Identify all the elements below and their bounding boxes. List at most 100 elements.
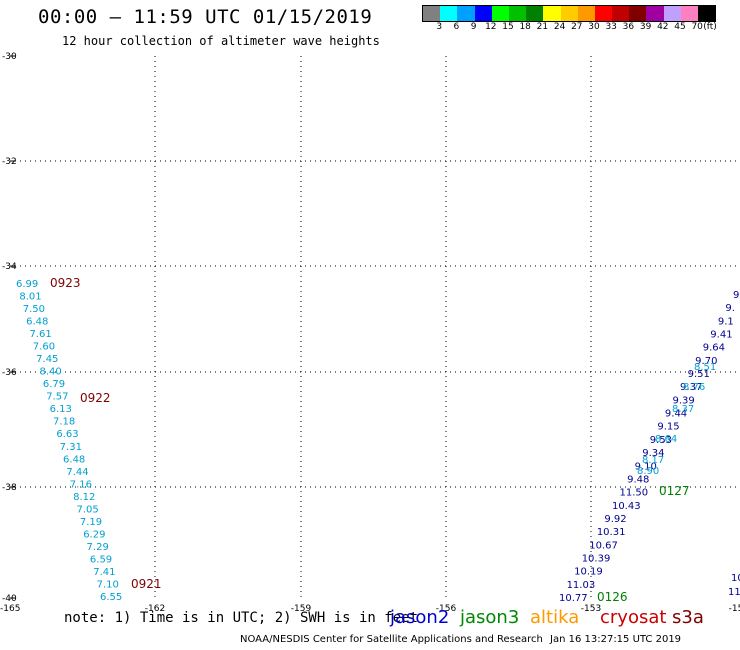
- legend-label: 6: [453, 22, 460, 32]
- satellite-label: altika: [530, 607, 580, 628]
- legend-label: 15: [502, 22, 514, 32]
- legend-swatch: [423, 6, 441, 21]
- latitude-tick-label: -30: [2, 52, 17, 62]
- wave-height-label: 9.37: [680, 382, 702, 393]
- legend-swatch: [612, 6, 630, 21]
- legend-swatch: [543, 6, 561, 21]
- legend-label: 21: [536, 22, 549, 32]
- wave-height-label: 9: [733, 290, 739, 301]
- satellite-label: jason3: [460, 607, 520, 628]
- legend-label: 18: [519, 22, 531, 32]
- wave-height-label: 7.18: [53, 417, 75, 428]
- wave-height-label: 7.45: [36, 354, 58, 365]
- legend-swatch: [646, 6, 664, 21]
- wave-height-label: 8.37: [672, 404, 694, 415]
- pass-time-label: 0921: [131, 577, 162, 591]
- pass-time-label: 0922: [80, 391, 111, 405]
- wave-height-label: 9.41: [710, 330, 732, 341]
- wave-height-label: 6.48: [63, 454, 85, 465]
- longitude-tick-label: -156: [436, 604, 457, 614]
- legend-label: 30: [588, 22, 600, 32]
- wave-height-label: 9.64: [703, 343, 725, 354]
- legend-unit: (ft): [703, 22, 717, 32]
- wave-height-label: 7.31: [60, 442, 82, 453]
- wave-height-label: 7.10: [97, 579, 119, 590]
- legend-swatch: [560, 6, 578, 21]
- wave-height-label: 10.19: [574, 567, 603, 578]
- wave-height-label: 7.05: [76, 504, 98, 515]
- longitude-tick-label: -153: [581, 604, 601, 614]
- page-title: 00:00 – 11:59 UTC 01/15/2019: [38, 6, 373, 28]
- wave-height-label: 6.79: [43, 379, 65, 390]
- legend-label: 42: [657, 22, 669, 32]
- wave-height-label: 9.92: [604, 514, 626, 525]
- legend-swatch: [594, 6, 613, 21]
- latitude-tick-label: -34: [2, 262, 17, 272]
- pass-time-label: 0127: [659, 484, 690, 498]
- page-subtitle: 12 hour collection of altimeter wave hei…: [62, 34, 380, 48]
- wave-height-label: 6.63: [56, 429, 78, 440]
- legend-label: 39: [639, 22, 652, 32]
- legend-label: 33: [605, 22, 617, 32]
- legend-swatch: [508, 6, 527, 21]
- generated-timestamp: Jan 16 13:27:15 UTC 2019: [550, 634, 682, 645]
- wave-height-label: 7.50: [23, 304, 45, 315]
- wave-height-label: 9.70: [695, 356, 717, 367]
- longitude-tick-label: -15: [729, 604, 740, 614]
- wave-height-label: 9.34: [642, 448, 664, 459]
- legend-swatch: [491, 6, 509, 21]
- legend-swatch: [680, 6, 698, 21]
- wave-height-label: 6.29: [83, 529, 105, 540]
- wave-height-label: 8.90: [637, 466, 659, 477]
- legend-swatch: [629, 6, 647, 21]
- wave-height-label: 8.01: [19, 292, 41, 303]
- satellite-label: s3a: [672, 607, 704, 628]
- wave-height-label: 7.16: [70, 479, 92, 490]
- wave-height-label: 10.77: [559, 593, 588, 604]
- wave-height-label: 9.: [725, 303, 735, 314]
- wave-height-label: 6.59: [90, 554, 112, 565]
- wave-height-label: 8.51: [694, 362, 716, 373]
- wave-height-label: 10.39: [582, 553, 611, 564]
- latitude-tick-label: -40: [2, 594, 17, 604]
- wave-height-label: 8.17: [642, 455, 664, 466]
- wave-height-label: 10.43: [612, 501, 641, 512]
- longitude-tick-label: -159: [291, 604, 312, 614]
- wave-height-label: 9.48: [627, 474, 649, 485]
- latitude-tick-label: -36: [2, 368, 17, 378]
- satellite-label: cryosat: [600, 607, 667, 628]
- wave-height-label: 7.61: [29, 329, 51, 340]
- wave-height-label: 10.67: [589, 540, 618, 551]
- wave-height-label: 9.10: [635, 461, 657, 472]
- wave-height-label: 7.19: [80, 517, 102, 528]
- longitude-tick-label: -162: [145, 604, 165, 614]
- wave-height-label: 9.1: [718, 316, 734, 327]
- pass-time-label: 0126: [597, 590, 628, 604]
- wave-height-label: 9.44: [665, 409, 687, 420]
- wave-height-label: 11.03: [567, 580, 596, 591]
- color-legend: [422, 5, 717, 22]
- legend-label: 12: [485, 22, 497, 32]
- latitude-tick-label: -32: [2, 157, 17, 167]
- legend-swatch: [440, 6, 458, 21]
- wave-height-label: 6.99: [16, 279, 38, 290]
- satellite-label: jason2: [390, 607, 450, 628]
- legend-label: 36: [622, 22, 635, 32]
- legend-label: 70: [691, 22, 703, 32]
- wave-height-label: 10.31: [597, 527, 626, 538]
- wave-height-label: 6.48: [26, 317, 48, 328]
- wave-height-label: 8.76: [683, 382, 705, 393]
- legend-label: 9: [470, 22, 477, 32]
- legend-swatch: [474, 6, 492, 21]
- legend-label: 24: [553, 22, 566, 32]
- wave-height-label: 10: [731, 573, 740, 584]
- legend-swatch: [526, 6, 544, 21]
- footnote: note: 1) Time is in UTC; 2) SWH is in fe…: [64, 610, 419, 626]
- pass-time-label: 0923: [50, 276, 81, 290]
- wave-height-label: 11: [728, 587, 740, 598]
- wave-height-label: 7.41: [93, 567, 115, 578]
- wave-height-label: 7.57: [46, 392, 68, 403]
- legend-label: 3: [436, 22, 443, 32]
- wave-height-label: 11.50: [620, 488, 649, 499]
